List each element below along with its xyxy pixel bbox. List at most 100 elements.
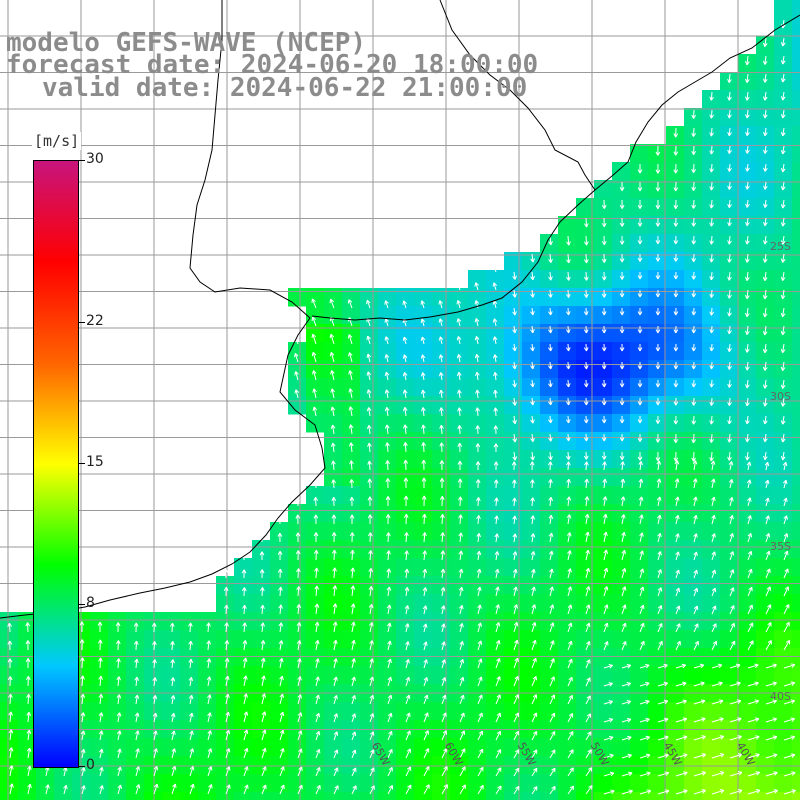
wind-speed-cell <box>396 504 415 523</box>
wind-arrow <box>780 235 786 245</box>
wind-speed-cell <box>594 486 613 505</box>
wind-arrow <box>330 406 336 417</box>
wind-arrow <box>566 496 572 507</box>
wind-arrow <box>513 730 520 741</box>
wind-arrow <box>566 271 571 281</box>
wind-arrow <box>675 789 688 795</box>
wind-arrow <box>693 569 698 579</box>
wind-arrow <box>224 657 230 669</box>
wind-arrow <box>495 658 501 669</box>
wind-arrow <box>566 514 572 525</box>
wind-arrow <box>709 91 714 101</box>
wind-arrow <box>98 748 104 759</box>
wind-arrow <box>709 271 714 281</box>
wind-arrow <box>530 497 535 507</box>
wind-speed-cell <box>0 630 19 649</box>
wind-arrow <box>692 460 698 471</box>
wind-arrow <box>549 676 555 687</box>
wind-speed-cell <box>540 540 559 559</box>
wind-speed-cell <box>774 792 793 800</box>
wind-arrow <box>745 325 750 335</box>
wind-arrow <box>421 477 427 489</box>
colorbar-tick <box>79 160 85 161</box>
wind-arrow <box>549 786 556 795</box>
wind-speed-cell <box>342 576 361 595</box>
wind-arrow <box>655 433 661 443</box>
wind-arrow <box>673 217 679 227</box>
wind-arrow <box>152 712 158 723</box>
wind-arrow <box>673 325 679 334</box>
wind-arrow <box>780 127 786 137</box>
wind-speed-cell <box>648 486 667 505</box>
wind-arrow <box>477 766 484 777</box>
wind-arrow <box>637 325 643 334</box>
wind-arrow <box>549 749 556 759</box>
wind-arrow <box>405 641 410 651</box>
wind-arrow <box>331 479 337 489</box>
wind-arrow <box>477 658 483 669</box>
wind-speed-cell <box>594 540 613 559</box>
wind-speed-cell <box>738 522 757 541</box>
wind-arrow <box>329 333 335 345</box>
wind-speed-cell <box>594 522 613 541</box>
wind-arrow <box>639 550 644 561</box>
wind-speed-cell <box>144 774 163 793</box>
wind-arrow <box>765 604 772 615</box>
wind-speed-cell <box>720 540 739 559</box>
wind-arrow <box>747 663 759 669</box>
wind-speed-cell <box>90 774 109 793</box>
wind-speed-cell <box>306 648 325 667</box>
wind-arrow <box>456 300 462 309</box>
wind-speed-cell <box>486 648 505 667</box>
wind-arrow <box>567 694 573 705</box>
wind-arrow <box>188 658 194 669</box>
wind-arrow <box>745 343 750 353</box>
wind-arrow <box>548 550 554 561</box>
wind-speed-cell <box>576 468 595 487</box>
wind-arrow <box>639 532 644 543</box>
wind-arrow <box>495 749 502 759</box>
wind-arrow <box>367 496 373 507</box>
wind-arrow <box>585 604 591 615</box>
wind-speed-cell <box>486 558 505 577</box>
wind-speed-cell <box>144 756 163 775</box>
wind-arrow <box>27 765 32 777</box>
wind-arrow <box>135 766 141 777</box>
wind-arrow <box>152 659 157 669</box>
wind-speed-cell <box>630 666 649 685</box>
wind-arrow <box>403 477 409 489</box>
wind-arrow <box>98 675 103 687</box>
wind-arrow <box>691 217 697 227</box>
wind-arrow <box>278 604 283 615</box>
wind-arrow <box>637 289 643 298</box>
wind-arrow <box>655 199 661 210</box>
wind-speed-cell <box>558 738 577 757</box>
wind-arrow <box>315 748 321 759</box>
wind-speed-cell <box>612 288 631 307</box>
wind-arrow <box>711 640 718 651</box>
wind-arrow <box>602 513 608 525</box>
wind-speed-cell <box>360 612 379 631</box>
wind-arrow <box>763 127 768 137</box>
wind-speed-cell <box>270 558 289 577</box>
wind-speed-cell <box>594 468 613 487</box>
wind-arrow <box>619 235 625 245</box>
wind-speed-cell <box>234 702 253 721</box>
wind-arrow <box>762 325 768 336</box>
wind-arrow <box>512 343 517 352</box>
wind-speed-cell <box>540 504 559 523</box>
wind-speed-cell <box>540 630 559 649</box>
wind-arrow <box>691 163 697 173</box>
wind-arrow <box>152 695 158 705</box>
wind-speed-cell <box>252 558 271 577</box>
wind-arrow <box>98 693 104 705</box>
wind-arrow <box>242 604 247 615</box>
wind-arrow <box>384 354 390 363</box>
wind-speed-cell <box>630 378 649 397</box>
wind-arrow <box>207 748 213 759</box>
wind-arrow <box>780 343 786 354</box>
wind-speed-cell <box>630 540 649 559</box>
wind-arrow <box>422 513 427 525</box>
wind-arrow <box>493 389 498 399</box>
wind-speed-cell <box>738 576 757 595</box>
